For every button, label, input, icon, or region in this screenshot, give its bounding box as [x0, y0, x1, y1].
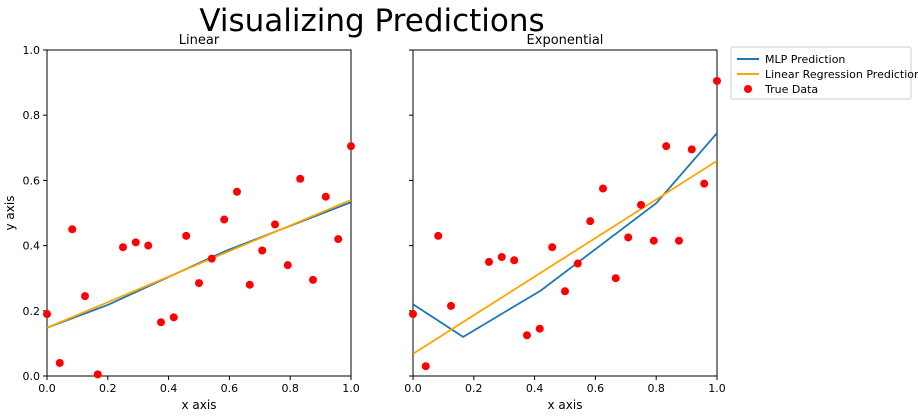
x-axis-label-linear: x axis	[182, 398, 217, 412]
true-data-point-exponential	[535, 324, 544, 333]
true-data-point-exponential	[713, 76, 721, 85]
x-tick-label-linear: 0.2	[99, 382, 117, 395]
y-axis-label-linear: y axis	[3, 196, 17, 231]
x-tick-label-linear: 1.0	[342, 382, 360, 395]
true-data-point-linear	[43, 310, 51, 319]
x-tick-label-linear: 0.4	[160, 382, 178, 395]
linear-regression-line-linear	[47, 199, 351, 329]
y-tick-label-linear: 0.8	[23, 109, 41, 122]
legend-frame	[730, 46, 912, 100]
true-data-point-exponential	[523, 331, 531, 340]
x-tick-label-exponential: 0.2	[465, 382, 483, 395]
true-data-point-exponential	[675, 236, 683, 245]
plot-area-linear	[47, 199, 351, 329]
true-data-point-linear	[55, 358, 64, 367]
y-tick-label-linear: 0.4	[23, 240, 41, 253]
true-data-point-linear	[182, 231, 191, 240]
legend: MLP Prediction Linear Regression Predict…	[730, 46, 918, 100]
true-data-point-exponential	[599, 184, 607, 193]
true-data-point-exponential	[649, 236, 658, 245]
true-data-point-linear	[347, 142, 355, 151]
x-tick-label-linear: 0.8	[281, 382, 299, 395]
true-data-point-linear	[169, 313, 178, 322]
y-tick-label-linear: 0.6	[23, 174, 41, 187]
true-data-point-exponential	[624, 233, 633, 242]
subplot-linear: Linear 0.0 0.2 0.4 0.6 0.8 1.0 0.0 0.2 0.4 0.6 0.8 1…	[3, 33, 360, 412]
true-data-point-exponential	[611, 274, 620, 283]
true-data-point-linear	[258, 246, 267, 255]
subplot-title-linear: Linear	[179, 33, 220, 48]
true-data-point-linear	[296, 174, 305, 183]
legend-marker-true-data	[744, 85, 752, 93]
true-data-point-linear	[144, 241, 153, 250]
true-data-point-exponential	[409, 310, 417, 319]
true-data-point-linear	[321, 192, 330, 201]
y-tick-label-linear: 0.2	[23, 305, 41, 318]
x-tick-label-exponential: 0.8	[647, 382, 665, 395]
x-tick-label-exponential: 0.4	[526, 382, 544, 395]
true-data-point-linear	[220, 215, 229, 224]
true-data-point-linear	[207, 254, 216, 263]
plot-area-exponential	[413, 132, 717, 355]
true-data-point-exponential	[510, 256, 519, 265]
true-data-point-linear	[271, 220, 279, 229]
true-data-point-linear	[245, 280, 254, 289]
true-data-point-exponential	[447, 301, 455, 310]
true-data-point-exponential	[421, 362, 430, 371]
true-data-point-exponential	[573, 259, 582, 268]
mlp-prediction-line-exponential	[413, 132, 717, 338]
true-data-point-exponential	[561, 287, 569, 296]
true-data-point-linear	[334, 235, 343, 244]
y-tick-label-linear: 1.0	[23, 44, 41, 57]
x-tick-label-exponential: 0.6	[587, 382, 605, 395]
x-axis-label-exponential: x axis	[548, 398, 583, 412]
legend-label-linear-regression: Linear Regression Prediction	[765, 68, 918, 81]
true-data-point-linear	[157, 318, 165, 327]
figure-suptitle: Visualizing Predictions	[199, 3, 544, 39]
x-tick-label-linear: 0.6	[221, 382, 239, 395]
true-data-point-exponential	[485, 257, 493, 266]
true-data-point-exponential	[662, 142, 671, 151]
true-data-point-linear	[119, 243, 127, 252]
linear-regression-line-exponential	[413, 160, 717, 355]
x-tick-label-linear: 0.0	[38, 382, 56, 395]
true-data-point-linear	[131, 238, 140, 247]
legend-label-mlp: MLP Prediction	[765, 53, 845, 66]
true-data-point-exponential	[700, 179, 709, 188]
true-data-point-exponential	[687, 145, 696, 154]
true-data-point-linear	[68, 225, 77, 234]
axes-frame-exponential	[412, 49, 718, 377]
legend-label-true-data: True Data	[764, 83, 818, 96]
subplot-title-exponential: Exponential	[527, 33, 604, 48]
true-data-point-linear	[233, 187, 241, 196]
true-data-point-linear	[309, 275, 317, 284]
true-data-point-linear	[195, 279, 203, 288]
x-tick-label-exponential: 0.0	[404, 382, 422, 395]
true-data-point-exponential	[586, 217, 595, 226]
true-data-point-exponential	[637, 200, 645, 209]
axes-frame-linear	[46, 49, 352, 377]
subplot-exponential: Exponential 0.0 0.2 0.4 0.6 0.8 1.0 x axis	[404, 33, 726, 412]
true-data-point-linear	[81, 292, 89, 301]
x-tick-label-exponential: 1.0	[708, 382, 726, 395]
true-data-point-linear	[93, 370, 102, 379]
true-data-point-exponential	[548, 243, 557, 252]
true-data-point-exponential	[497, 253, 506, 262]
true-data-point-linear	[283, 261, 292, 270]
true-data-point-exponential	[434, 231, 443, 240]
y-tick-label-linear: 0.0	[23, 370, 41, 383]
